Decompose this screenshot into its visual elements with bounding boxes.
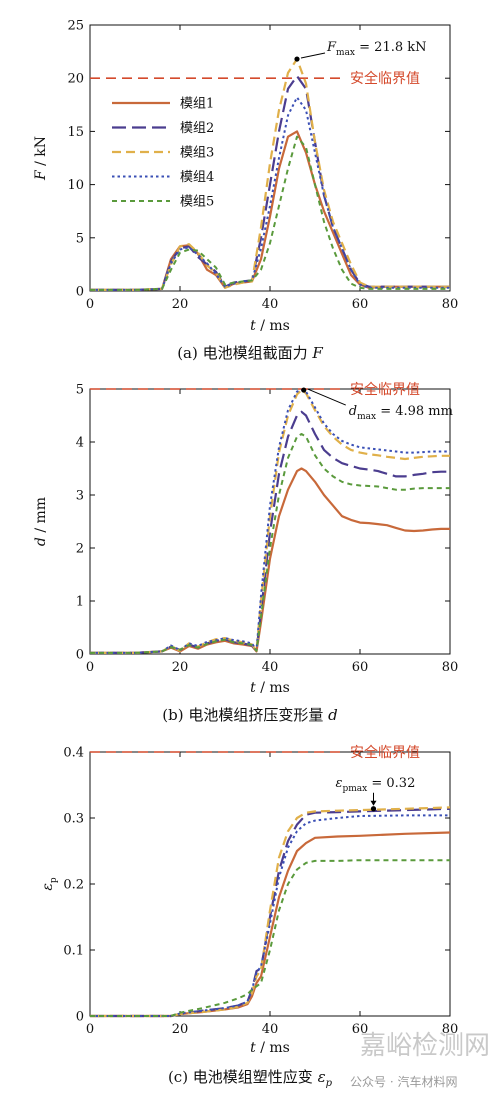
y-tick-label: 10 <box>67 178 84 193</box>
y-tick-label: 0 <box>76 285 84 300</box>
annotation-arrow <box>300 52 326 59</box>
series-line-5 <box>90 433 450 654</box>
legend-label-4: 模组4 <box>180 170 214 185</box>
chart-panel-3: 0 20 40 60 80 0 0.1 0.2 0.3 0.4 安全临界值 εpmax = 0.32 t… <box>40 744 458 1089</box>
x-tick-label: 20 <box>172 660 189 675</box>
legend-label-2: 模组2 <box>180 121 214 136</box>
max-point-marker <box>370 806 377 812</box>
panel-caption: (c) 电池模组塑性应变 εp <box>168 1068 333 1089</box>
x-tick-label: 60 <box>352 1022 369 1037</box>
plot-frame <box>89 751 451 1017</box>
series-line-2 <box>90 807 451 1018</box>
y-tick-label: 5 <box>76 231 84 246</box>
watermark-big: 嘉峪检测网 <box>360 1031 490 1061</box>
y-tick-label: 5 <box>76 383 84 398</box>
x-tick-label: 0 <box>86 660 94 675</box>
y-tick-label: 20 <box>67 72 84 87</box>
max-annotation-label: Fmax = 21.8 kN <box>326 40 427 58</box>
series-line-4 <box>90 389 450 654</box>
series-line-2 <box>90 74 450 291</box>
panel-caption: (b) 电池模组挤压变形量 d <box>162 706 337 724</box>
series-line-2 <box>90 410 450 655</box>
x-axis-label: t / ms <box>250 1040 290 1056</box>
y-tick-label: 0.3 <box>63 812 84 827</box>
series-line-4 <box>90 814 450 1017</box>
watermark-small: 公众号 · 汽车材料网 <box>350 1074 457 1089</box>
chart-panel-1: 0 20 40 60 80 0 5 10 15 20 25 安全临界值 Fmax = 21.8 kN t … <box>33 19 458 363</box>
x-tick-label: 40 <box>262 1022 279 1037</box>
y-tick-label: 3 <box>76 489 84 504</box>
max-point-marker <box>294 56 300 62</box>
max-point-marker <box>301 387 307 393</box>
y-axis-label: d / mm <box>33 497 49 546</box>
y-tick-label: 0.4 <box>63 746 84 761</box>
x-tick-label: 80 <box>442 297 459 312</box>
series-line-4 <box>90 96 450 291</box>
safety-threshold-label: 安全临界值 <box>350 70 420 87</box>
x-tick-label: 80 <box>442 660 459 675</box>
legend-label-1: 模组1 <box>180 97 214 112</box>
series-line-5 <box>90 859 450 1017</box>
panel-caption: (a) 电池模组截面力 F <box>177 344 323 362</box>
y-axis-label: εp <box>40 877 59 891</box>
y-tick-label: 0 <box>76 648 84 663</box>
x-tick-label: 80 <box>442 1022 459 1037</box>
y-tick-label: 0.1 <box>63 944 84 959</box>
max-annotation-label: εpmax = 0.32 <box>336 776 416 794</box>
x-tick-label: 60 <box>352 297 369 312</box>
y-tick-label: 0 <box>76 1010 84 1025</box>
x-axis-label: t / ms <box>250 318 290 334</box>
x-tick-label: 0 <box>86 297 94 312</box>
y-tick-label: 2 <box>76 542 84 557</box>
chart-panel-2: 0 20 40 60 80 0 1 2 3 4 5 安全临界值 dmax = 4.98 mm t / ms… <box>33 381 458 724</box>
y-axis-label: F / kN <box>33 136 49 181</box>
x-tick-label: 0 <box>86 1022 94 1037</box>
x-tick-label: 40 <box>262 660 279 675</box>
y-tick-label: 1 <box>76 595 84 610</box>
series-line-3 <box>90 57 450 291</box>
y-tick-label: 4 <box>76 436 84 451</box>
series-line-3 <box>90 806 451 1018</box>
y-tick-label: 15 <box>67 125 84 140</box>
x-axis-label: t / ms <box>250 680 290 696</box>
legend: 模组1 模组2 模组3 模组4 模组5 <box>112 97 214 210</box>
legend-label-5: 模组5 <box>180 195 214 210</box>
max-annotation-label: dmax = 4.98 mm <box>349 404 453 422</box>
x-tick-label: 20 <box>172 297 189 312</box>
y-tick-label: 0.2 <box>63 878 84 893</box>
x-tick-label: 40 <box>262 297 279 312</box>
y-tick-label: 25 <box>67 19 84 34</box>
series-line-1 <box>90 467 450 655</box>
annotation-arrow <box>307 388 346 406</box>
x-tick-label: 20 <box>172 1022 189 1037</box>
series-line-5 <box>90 135 450 291</box>
series-line-1 <box>90 130 450 291</box>
legend-label-3: 模组3 <box>180 146 214 161</box>
series-line-3 <box>90 389 450 655</box>
safety-threshold-label: 安全临界值 <box>350 744 420 761</box>
safety-threshold-label: 安全临界值 <box>350 381 420 398</box>
annotation-arrowhead <box>370 800 377 806</box>
series-line-1 <box>90 831 451 1018</box>
x-tick-label: 60 <box>352 660 369 675</box>
